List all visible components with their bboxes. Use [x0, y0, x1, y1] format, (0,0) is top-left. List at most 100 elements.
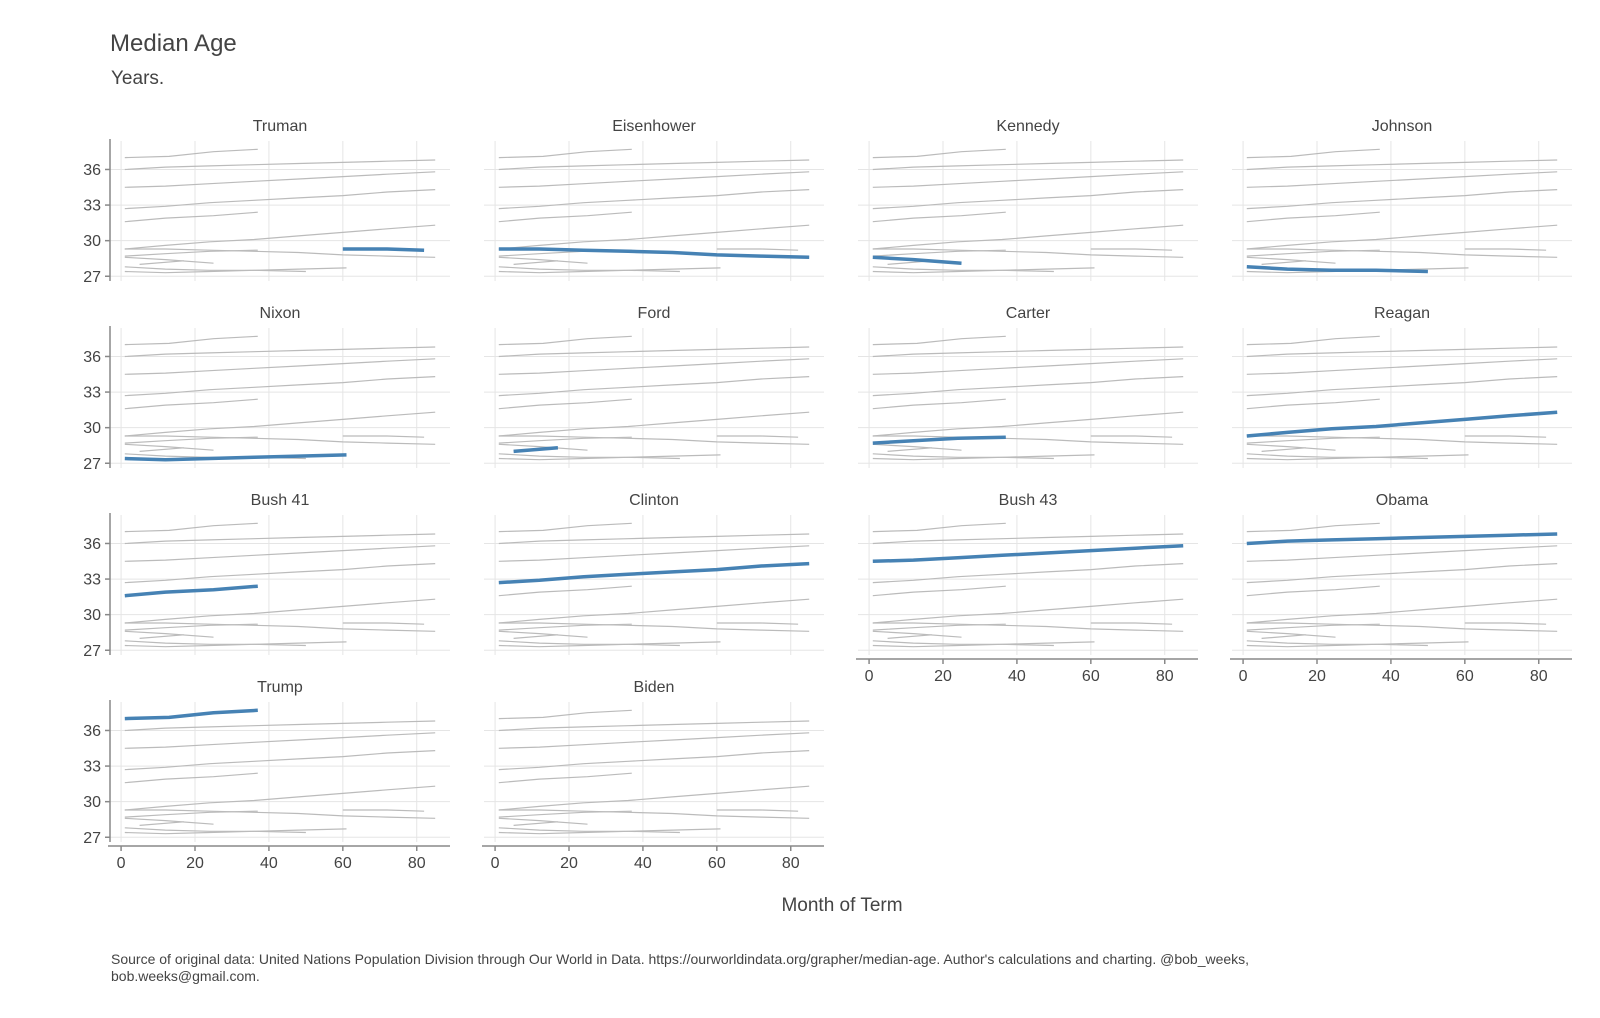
x-tick-label: 20 — [186, 855, 204, 872]
background-line — [124, 398, 258, 410]
background-line — [872, 598, 1184, 624]
background-line — [872, 211, 1006, 223]
background-line — [498, 630, 588, 638]
background-line — [498, 171, 810, 188]
background-line — [342, 435, 425, 438]
panel-ford: Ford — [484, 305, 824, 468]
background-line — [872, 563, 1184, 584]
panel-nixon: Nixon 27 30 33 36 — [83, 305, 450, 473]
background-line — [498, 622, 810, 632]
series-line-johnson — [1246, 265, 1428, 274]
x-tick-label: 0 — [1239, 668, 1248, 685]
background-line — [498, 640, 680, 647]
x-tick-label: 20 — [560, 855, 578, 872]
background-line — [872, 522, 1006, 533]
y-tick-label: 36 — [83, 536, 101, 553]
background-line — [498, 810, 632, 818]
panel-johnson: Johnson — [1232, 118, 1572, 281]
background-line — [1246, 171, 1558, 188]
panel-title: Trump — [257, 679, 303, 696]
background-line — [872, 335, 1006, 346]
background-line — [498, 159, 810, 171]
background-line — [872, 443, 962, 451]
background-line — [124, 640, 306, 647]
background-line — [498, 358, 810, 375]
x-tick-label: 80 — [408, 855, 426, 872]
background-line — [872, 159, 1184, 171]
background-line — [1246, 522, 1380, 533]
background-line — [872, 453, 1054, 460]
background-line — [498, 585, 632, 597]
background-line — [1246, 346, 1558, 358]
background-line — [1246, 224, 1558, 250]
background-line — [139, 260, 184, 265]
x-tick-label: 0 — [865, 668, 874, 685]
background-line — [498, 623, 632, 631]
panel-title: Biden — [634, 679, 675, 696]
chart-subtitle: Years. — [111, 68, 165, 89]
y-tick-label: 27 — [83, 269, 101, 286]
background-line — [124, 159, 436, 171]
y-tick-label: 30 — [83, 420, 101, 437]
background-line — [1246, 148, 1380, 159]
panel-title: Bush 43 — [999, 492, 1058, 509]
panel-carter: Carter — [858, 305, 1198, 468]
background-line — [1246, 435, 1558, 445]
background-line — [1246, 563, 1558, 584]
background-line — [498, 148, 632, 159]
background-line — [1246, 641, 1469, 648]
background-line — [872, 411, 1184, 437]
background-line — [1090, 248, 1173, 251]
background-line — [498, 211, 632, 223]
background-line — [139, 447, 184, 452]
background-line — [498, 720, 810, 732]
background-line — [872, 171, 1184, 188]
background-line — [124, 563, 436, 584]
background-line — [872, 623, 1006, 631]
background-line — [498, 411, 810, 437]
background-line — [124, 267, 347, 274]
x-axis-label: Month of Term — [781, 895, 902, 916]
y-tick-label: 27 — [83, 830, 101, 847]
background-line — [124, 772, 258, 784]
background-line — [1246, 453, 1428, 460]
background-line — [342, 809, 425, 812]
y-tick-label: 36 — [83, 162, 101, 179]
panel-reagan: Reagan — [1232, 305, 1572, 468]
panel-title: Bush 41 — [251, 492, 310, 509]
background-line — [124, 732, 436, 749]
x-tick-label: 40 — [260, 855, 278, 872]
y-tick-label: 33 — [83, 572, 101, 589]
y-tick-label: 27 — [83, 456, 101, 473]
background-line — [1246, 436, 1380, 444]
series-line-bush-41 — [124, 584, 258, 598]
background-line — [872, 398, 1006, 410]
background-line — [498, 598, 810, 624]
background-line — [124, 720, 436, 732]
panel-eisenhower: Eisenhower — [484, 118, 824, 281]
background-line — [498, 545, 810, 562]
panel-truman: Truman 27 30 33 36 — [83, 118, 450, 286]
background-line — [1246, 335, 1380, 346]
background-line — [342, 622, 425, 625]
series-line-ford — [513, 446, 559, 454]
background-line — [1246, 376, 1558, 397]
background-line — [124, 522, 258, 533]
panel-title: Eisenhower — [612, 118, 696, 135]
background-line — [872, 585, 1006, 597]
background-line — [124, 622, 436, 632]
background-line — [498, 436, 632, 444]
background-line — [513, 260, 558, 265]
background-line — [498, 435, 810, 445]
background-line — [1246, 622, 1558, 632]
background-line — [498, 346, 810, 358]
background-line — [498, 376, 810, 397]
series-line-nixon — [124, 453, 347, 462]
background-line — [1261, 260, 1306, 265]
series-line-bush-43 — [872, 544, 1184, 564]
background-line — [513, 634, 558, 639]
background-line — [872, 533, 1184, 545]
background-line — [498, 828, 721, 835]
background-line — [124, 335, 258, 346]
x-tick-label: 0 — [491, 855, 500, 872]
